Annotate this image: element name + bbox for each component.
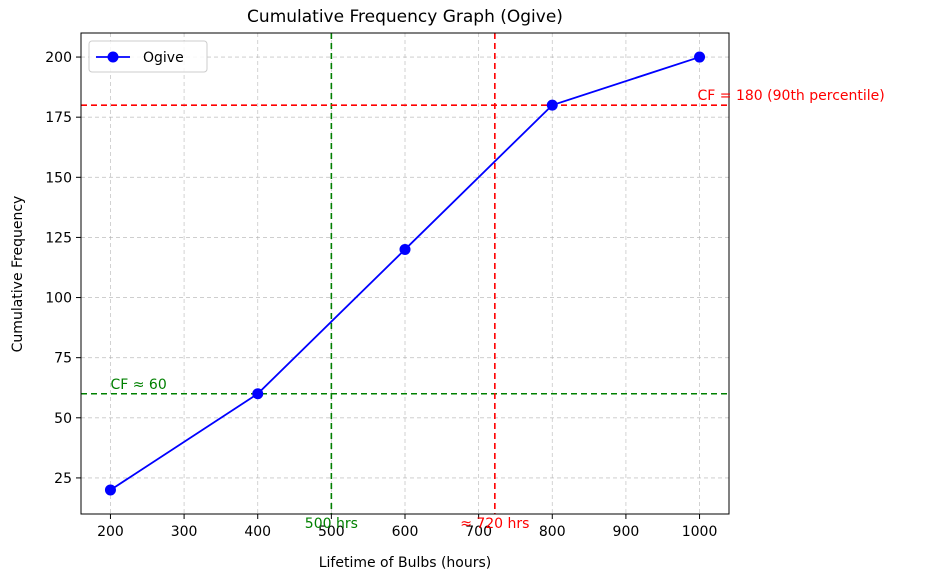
y-tick-label: 125 (45, 230, 72, 246)
y-tick-label: 100 (45, 291, 72, 307)
x-tick-label: 200 (97, 524, 124, 540)
legend-marker (107, 51, 119, 63)
annotation-label: 500 hrs (305, 516, 358, 532)
annotation-label: CF = 180 (90th percentile) (698, 88, 885, 104)
x-axis-title: Lifetime of Bulbs (hours) (319, 555, 492, 571)
y-tick-label: 25 (54, 471, 72, 487)
legend-box (88, 40, 208, 73)
annotations: 500 hrs CF ≈ 60 ≈ 720 hrs CF = 180 (90th pe… (110, 88, 884, 532)
legend: Ogive (88, 40, 208, 73)
data-point (399, 243, 411, 255)
x-tick-label: 700 (465, 524, 492, 540)
x-tick-label: 1000 (682, 524, 718, 540)
x-tick-label: 900 (613, 524, 640, 540)
chart-title: Cumulative Frequency Graph (Ogive) (247, 7, 563, 27)
series-ogive (104, 51, 706, 496)
axis-ticks: 200 300 400 500 600 700 800 900 1000 25 50 75 100 125… (45, 50, 717, 540)
y-tick-label: 175 (45, 110, 72, 126)
x-tick-label: 600 (392, 524, 419, 540)
reference-lines (81, 33, 729, 514)
annotation-label: ≈ 720 hrs (460, 516, 529, 532)
y-axis-title: Cumulative Frequency (10, 196, 26, 353)
y-tick-label: 200 (45, 50, 72, 66)
x-tick-label: 800 (539, 524, 566, 540)
data-point (252, 388, 264, 400)
data-point (104, 484, 116, 496)
x-tick-label: 500 (318, 524, 345, 540)
x-tick-label: 400 (244, 524, 271, 540)
data-point (546, 99, 558, 111)
grid (81, 33, 729, 514)
y-tick-label: 150 (45, 170, 72, 186)
y-tick-label: 75 (54, 351, 72, 367)
data-point (694, 51, 706, 63)
annotation-label: CF ≈ 60 (110, 377, 166, 393)
x-tick-label: 300 (171, 524, 198, 540)
y-tick-label: 50 (54, 411, 72, 427)
legend-label: Ogive (143, 50, 184, 66)
